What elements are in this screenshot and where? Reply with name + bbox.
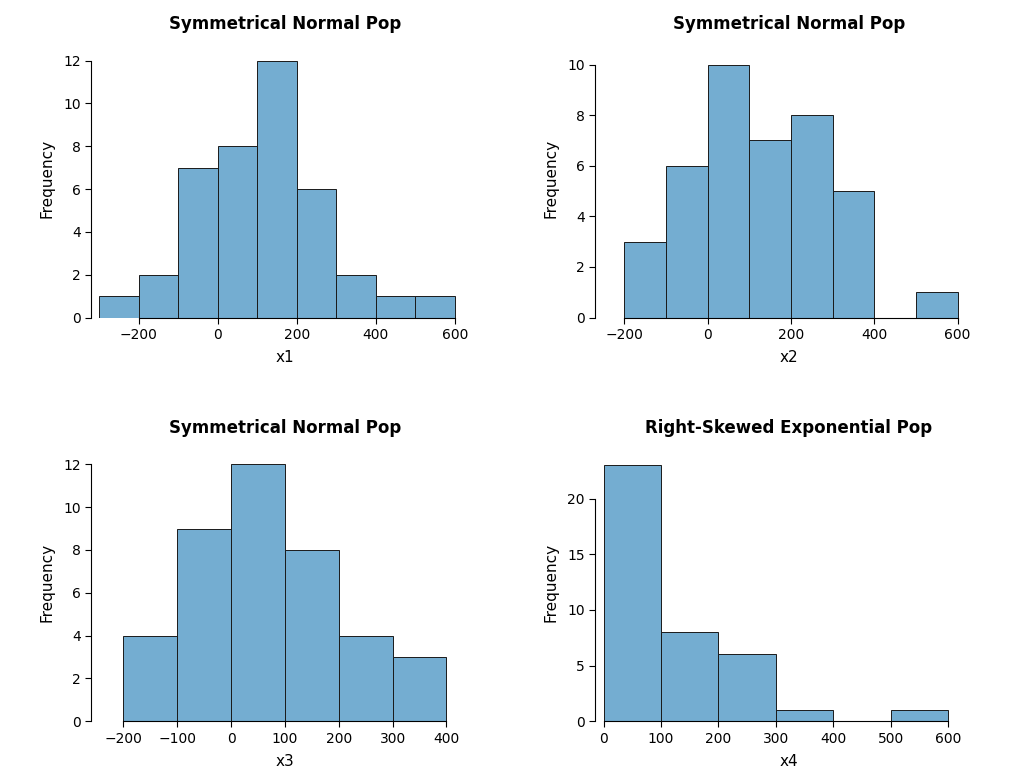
- Y-axis label: Frequency: Frequency: [544, 543, 558, 622]
- Bar: [177, 528, 231, 721]
- Bar: [791, 115, 833, 318]
- Bar: [338, 636, 393, 721]
- Bar: [139, 274, 178, 318]
- Bar: [393, 657, 447, 721]
- X-axis label: x4: x4: [780, 754, 798, 769]
- X-axis label: x2: x2: [780, 350, 798, 365]
- Title: Right-Skewed Exponential Pop: Right-Skewed Exponential Pop: [645, 419, 932, 437]
- Title: Symmetrical Normal Pop: Symmetrical Normal Pop: [673, 16, 905, 34]
- Bar: [916, 292, 957, 318]
- Bar: [833, 191, 874, 318]
- Bar: [604, 465, 661, 721]
- Bar: [231, 464, 285, 721]
- X-axis label: x3: x3: [276, 754, 295, 769]
- X-axis label: x1: x1: [276, 350, 294, 365]
- Y-axis label: Frequency: Frequency: [544, 139, 558, 218]
- Bar: [257, 60, 297, 318]
- Bar: [666, 165, 707, 318]
- Bar: [890, 710, 948, 721]
- Bar: [178, 168, 218, 318]
- Bar: [285, 550, 338, 721]
- Bar: [297, 189, 336, 318]
- Bar: [99, 296, 139, 318]
- Bar: [776, 710, 834, 721]
- Bar: [661, 632, 718, 721]
- Title: Symmetrical Normal Pop: Symmetrical Normal Pop: [169, 16, 401, 34]
- Bar: [124, 636, 177, 721]
- Bar: [750, 140, 791, 318]
- Bar: [718, 655, 776, 721]
- Title: Symmetrical Normal Pop: Symmetrical Normal Pop: [169, 419, 401, 437]
- Bar: [376, 296, 415, 318]
- Bar: [218, 147, 257, 318]
- Y-axis label: Frequency: Frequency: [40, 543, 55, 622]
- Y-axis label: Frequency: Frequency: [40, 139, 55, 218]
- Bar: [415, 296, 455, 318]
- Bar: [624, 241, 666, 318]
- Bar: [336, 274, 376, 318]
- Bar: [707, 64, 750, 318]
